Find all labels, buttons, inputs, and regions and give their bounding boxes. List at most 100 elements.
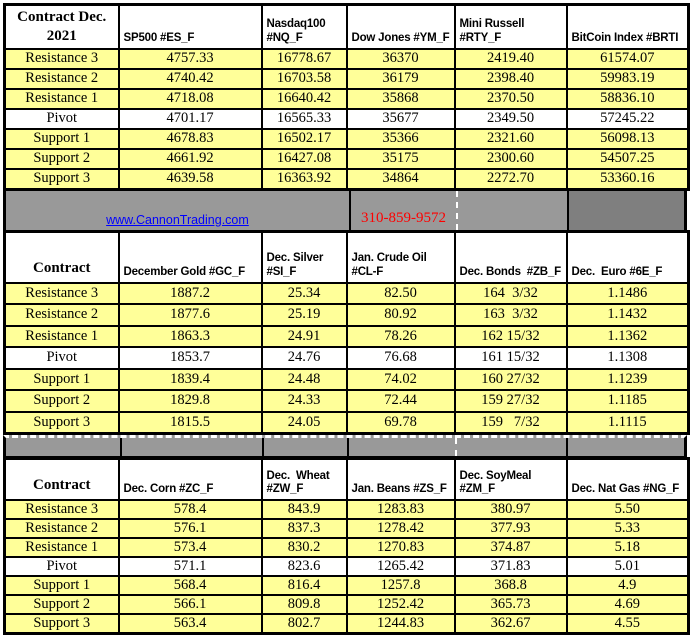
value-cell: 1257.8 [345, 575, 456, 596]
website-link[interactable]: www.CannonTrading.com [106, 212, 249, 227]
value-cell: 164 3/32 [453, 281, 568, 305]
value-cell: 816.4 [260, 575, 348, 596]
row-label: Resistance 2 [3, 518, 120, 539]
value-cell: 16640.42 [260, 87, 348, 110]
value-cell: 4.55 [565, 613, 690, 635]
value-cell: 830.2 [260, 537, 348, 558]
value-cell: 563.4 [117, 613, 263, 635]
value-cell: 1.1308 [565, 346, 690, 370]
table-row: Resistance 1 1863.3 24.91 78.26 162 15/32 1.1… [3, 324, 690, 348]
row-label: Resistance 1 [3, 324, 120, 348]
value-cell: 82.50 [345, 281, 456, 305]
table-row: Support 1 4678.83 16502.17 35366 2321.60 5609… [3, 127, 690, 150]
column-header: Dec. Euro #6E_F [565, 230, 690, 284]
column-header: Mini Russell #RTY_F [453, 3, 568, 50]
band-cell-dark [567, 190, 684, 230]
value-cell: 362.67 [453, 613, 568, 635]
row-label: Resistance 3 [3, 47, 120, 70]
value-cell: 159 7/32 [453, 410, 568, 435]
table-row: Resistance 3 4757.33 16778.67 36370 2419.40 6… [3, 47, 690, 70]
table-row: Resistance 3 578.4 843.9 1283.83 380.97 5.50 [3, 499, 690, 520]
value-cell: 35366 [345, 127, 456, 150]
band-cell [454, 438, 567, 456]
row-label: Pivot [3, 556, 120, 577]
value-cell: 5.33 [565, 518, 690, 539]
value-cell: 161 15/32 [453, 346, 568, 370]
column-header: Jan. Beans #ZS_F [345, 457, 456, 501]
value-cell: 69.78 [345, 410, 456, 435]
row-label: Support 3 [3, 613, 120, 635]
value-cell: 78.26 [345, 324, 456, 348]
separator-band [3, 435, 687, 457]
value-cell: 365.73 [453, 594, 568, 615]
value-cell: 802.7 [260, 613, 348, 635]
column-header: Dec. Bonds #ZB_F [453, 230, 568, 284]
value-cell: 4.69 [565, 594, 690, 615]
value-cell: 2300.60 [453, 147, 568, 170]
column-header: December Gold #GC_F [117, 230, 263, 284]
row-label: Resistance 3 [3, 281, 120, 305]
band-cell [262, 438, 347, 456]
value-cell: 163 3/32 [453, 303, 568, 327]
value-cell: 1278.42 [345, 518, 456, 539]
value-cell: 59983.19 [565, 67, 690, 90]
band-cell [566, 438, 684, 456]
table-row: Resistance 1 4718.08 16640.42 35868 2370.50 5… [3, 87, 690, 110]
value-cell: 578.4 [117, 499, 263, 520]
section-title: Contract Dec. 2021 [3, 3, 120, 50]
value-cell: 16703.58 [260, 67, 348, 90]
value-cell: 837.3 [260, 518, 348, 539]
value-cell: 74.02 [345, 367, 456, 391]
value-cell: 2370.50 [453, 87, 568, 110]
value-cell: 72.44 [345, 389, 456, 413]
column-header: Jan. Crude Oil #CL-F [345, 230, 456, 284]
table-row: Pivot 1853.7 24.76 76.68 161 15/32 1.1308 [3, 346, 690, 370]
value-cell: 4701.17 [117, 107, 263, 130]
value-cell: 54507.25 [565, 147, 690, 170]
value-cell: 24.76 [260, 346, 348, 370]
table-row: Support 3 1815.5 24.05 69.78 159 7/32 1.1115 [3, 410, 690, 435]
value-cell: 16502.17 [260, 127, 348, 150]
value-cell: 34864 [345, 167, 456, 190]
value-cell: 25.19 [260, 303, 348, 327]
value-cell: 843.9 [260, 499, 348, 520]
value-cell: 1853.7 [117, 346, 263, 370]
value-cell: 1.1185 [565, 389, 690, 413]
value-cell: 374.87 [453, 537, 568, 558]
row-label: Resistance 3 [3, 499, 120, 520]
section-title: Contract [3, 457, 120, 501]
band-cell [346, 438, 455, 456]
band-cell [6, 438, 120, 456]
row-label: Support 3 [3, 167, 120, 190]
value-cell: 35868 [345, 87, 456, 110]
phone-number: 310-859-9572 [360, 209, 446, 226]
value-cell: 1.1239 [565, 367, 690, 391]
column-header: Dec. Nat Gas #NG_F [565, 457, 690, 501]
row-label: Support 2 [3, 147, 120, 170]
column-header: Dow Jones #YM_F [345, 3, 456, 50]
value-cell: 1863.3 [117, 324, 263, 348]
value-cell: 1815.5 [117, 410, 263, 435]
table-row: Resistance 3 1887.2 25.34 82.50 164 3/32 1.14… [3, 281, 690, 305]
value-cell: 4718.08 [117, 87, 263, 110]
row-label: Pivot [3, 107, 120, 130]
value-cell: 809.8 [260, 594, 348, 615]
value-cell: 1265.42 [345, 556, 456, 577]
value-cell: 1.1486 [565, 281, 690, 305]
value-cell: 380.97 [453, 499, 568, 520]
column-header: Nasdaq100 #NQ_F [260, 3, 348, 50]
value-cell: 160 27/32 [453, 367, 568, 391]
value-cell: 823.6 [260, 556, 348, 577]
band-cell [119, 438, 263, 456]
row-label: Pivot [3, 346, 120, 370]
value-cell: 4678.83 [117, 127, 263, 150]
table-row: Pivot 4701.17 16565.33 35677 2349.50 57245.22 [3, 107, 690, 130]
pivot-table-indices: Contract Dec. 2021 SP500 #ES_F Nasdaq100 #… [3, 3, 690, 191]
value-cell: 80.92 [345, 303, 456, 327]
table-row: Resistance 2 1877.6 25.19 80.92 163 3/32 1.14… [3, 303, 690, 327]
pivot-table-grains-natgas: Contract Dec. Corn #ZC_F Dec. Wheat #ZW_F J… [3, 457, 690, 635]
table-row: Support 2 566.1 809.8 1252.42 365.73 4.69 [3, 594, 690, 615]
section-title: Contract [3, 230, 120, 284]
value-cell: 162 15/32 [453, 324, 568, 348]
value-cell: 2398.40 [453, 67, 568, 90]
